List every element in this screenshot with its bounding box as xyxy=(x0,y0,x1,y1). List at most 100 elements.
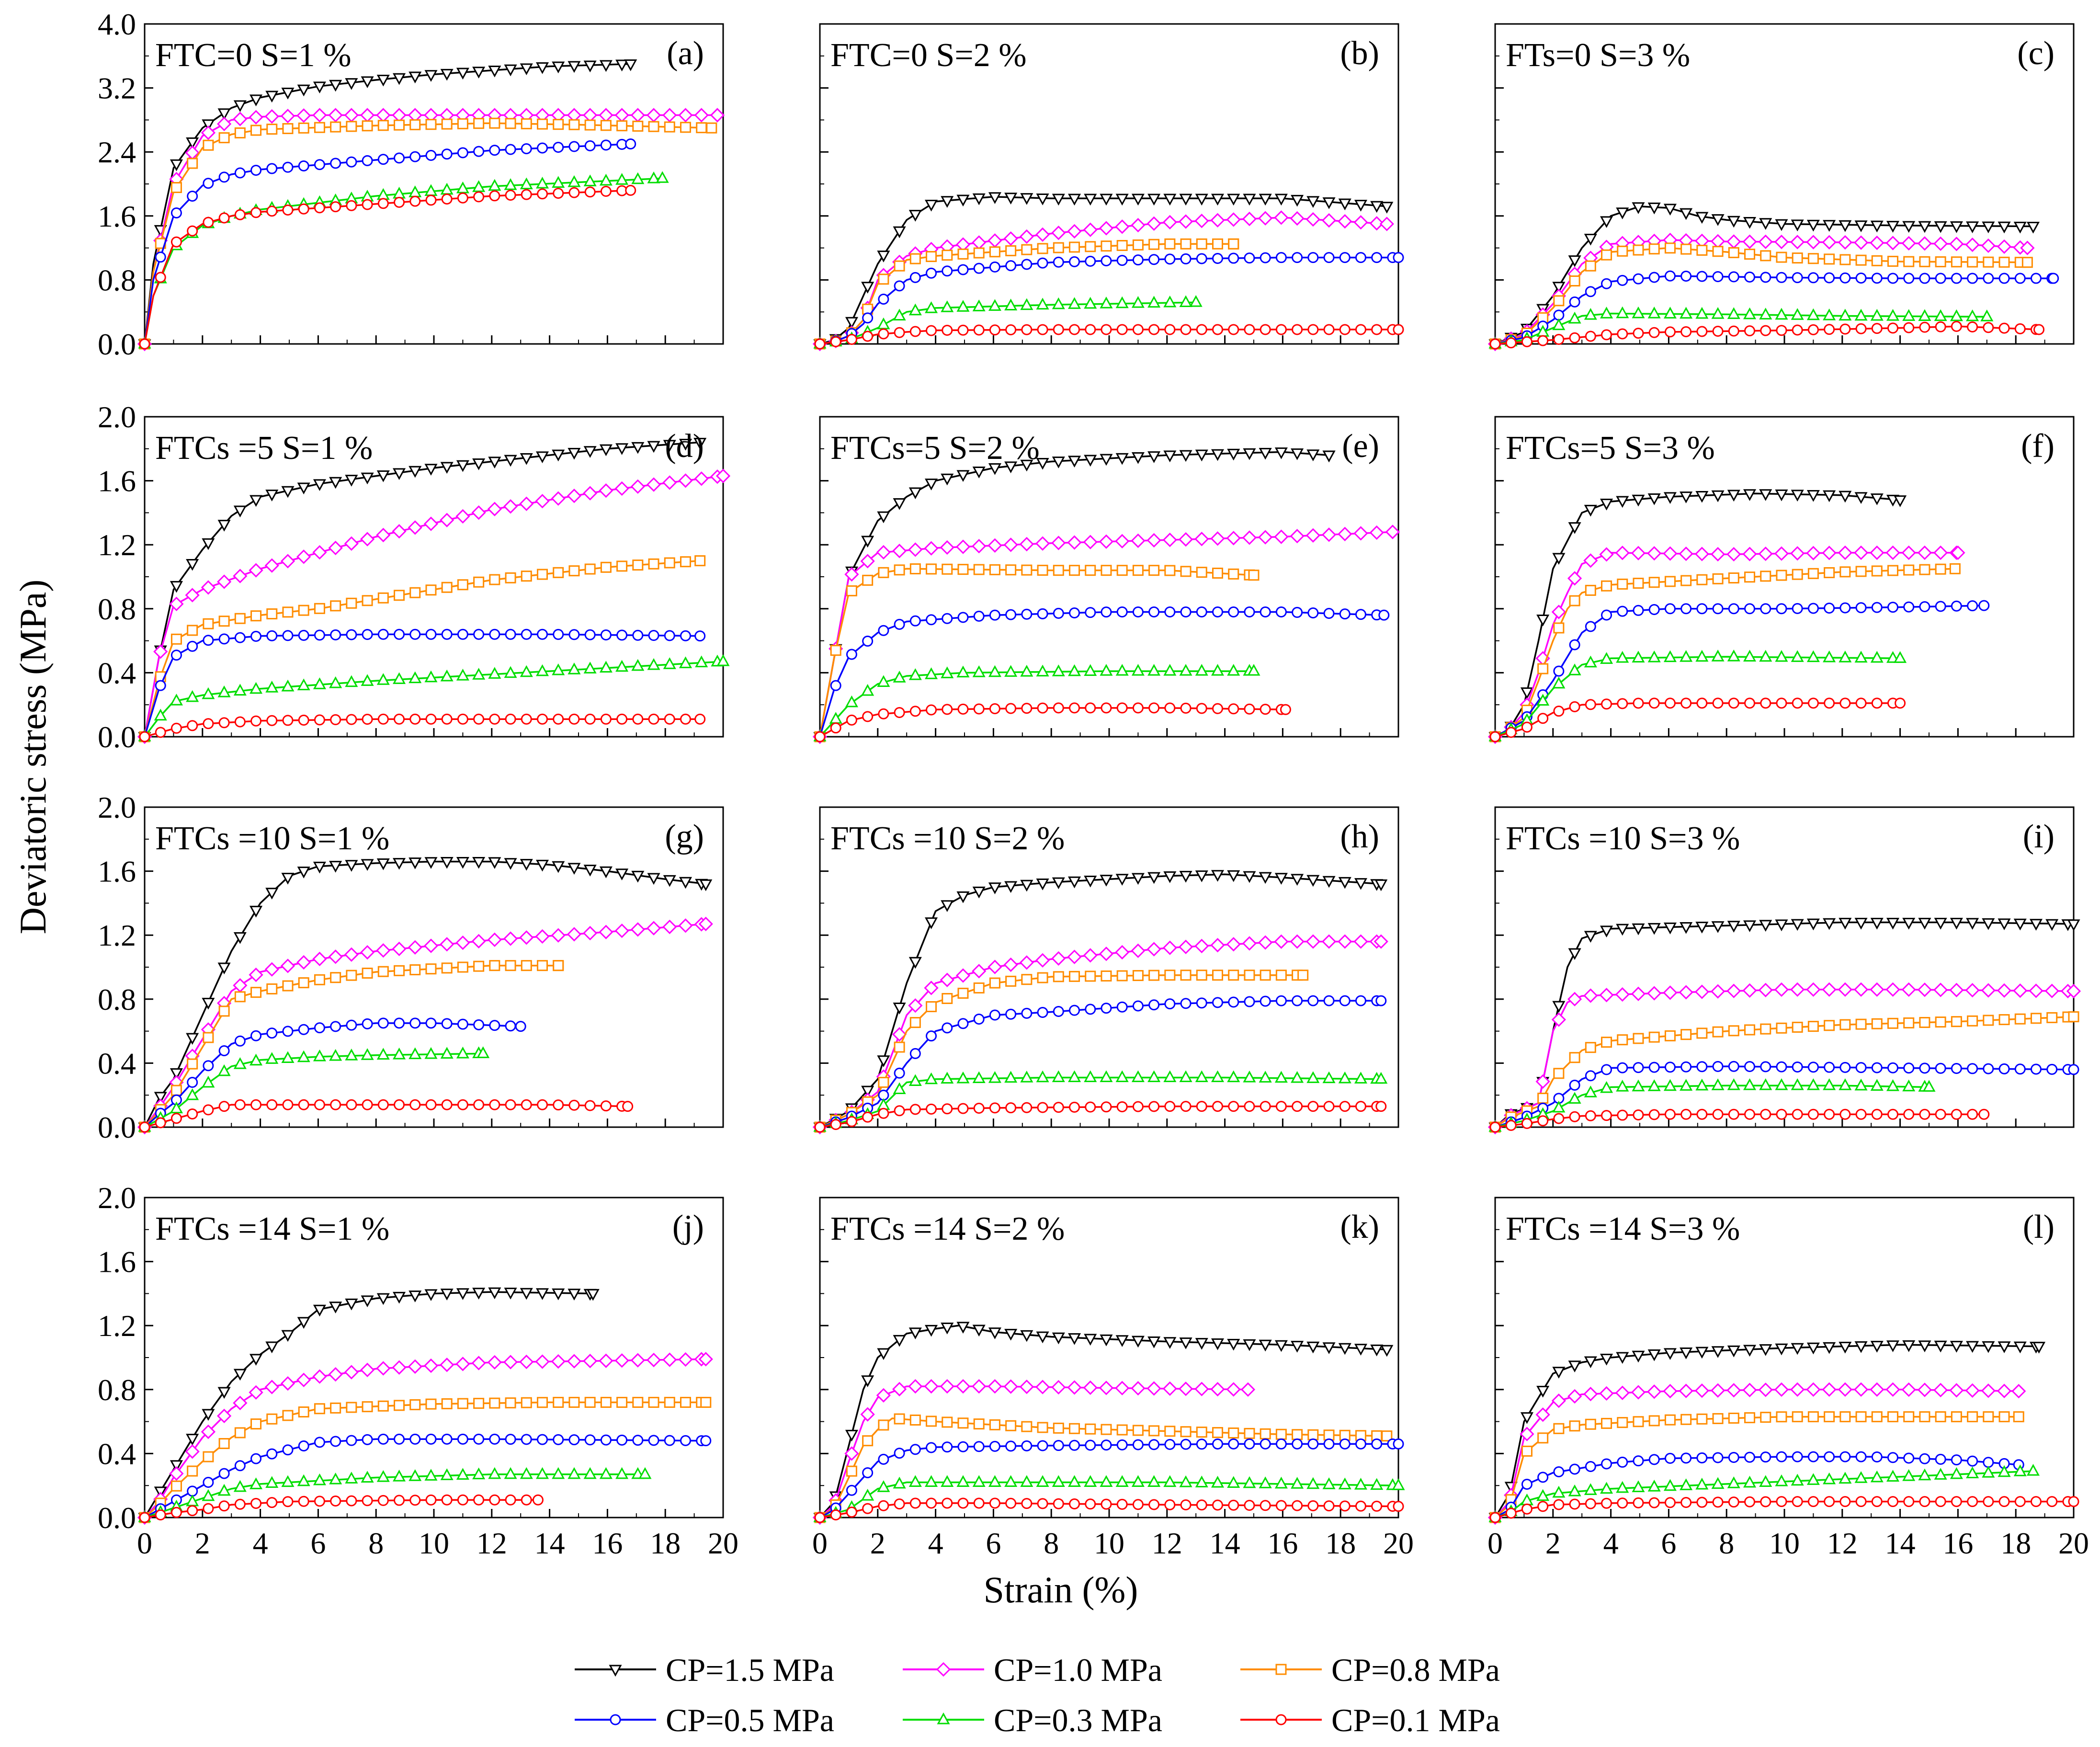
data-marker xyxy=(956,300,970,312)
data-marker xyxy=(1228,1438,1239,1450)
data-marker xyxy=(535,62,549,74)
data-marker xyxy=(170,650,182,661)
data-marker xyxy=(1585,1498,1596,1509)
data-marker xyxy=(568,1467,581,1479)
data-marker xyxy=(678,1352,693,1367)
data-marker xyxy=(940,540,954,555)
data-marker xyxy=(1664,326,1676,338)
data-marker xyxy=(1584,504,1597,517)
data-marker xyxy=(1244,1438,1255,1450)
data-marker xyxy=(1647,923,1661,935)
data-marker xyxy=(265,490,279,502)
data-marker xyxy=(1260,1101,1271,1112)
data-marker xyxy=(1743,920,1757,932)
data-marker xyxy=(908,210,922,222)
data-marker xyxy=(1760,1412,1771,1423)
data-marker xyxy=(519,1354,534,1370)
data-marker xyxy=(297,84,310,97)
data-marker xyxy=(2030,273,2042,284)
data-marker xyxy=(346,1019,357,1031)
data-marker xyxy=(457,579,468,591)
data-marker xyxy=(845,695,858,708)
data-marker xyxy=(1617,605,1628,617)
data-marker xyxy=(893,1003,906,1015)
data-marker xyxy=(972,886,986,899)
data-marker xyxy=(1895,697,1906,709)
data-marker xyxy=(1696,1496,1708,1508)
data-marker xyxy=(1790,982,1805,997)
data-marker xyxy=(1600,925,1613,937)
data-marker xyxy=(1195,1338,1208,1350)
data-marker xyxy=(1489,338,1501,350)
data-marker xyxy=(2013,1411,2024,1423)
data-marker xyxy=(1005,245,1017,256)
data-marker xyxy=(878,328,889,340)
data-marker xyxy=(1115,663,1129,676)
data-marker xyxy=(925,1072,938,1085)
data-marker xyxy=(1147,194,1161,206)
data-marker xyxy=(1918,309,1931,321)
data-marker xyxy=(266,608,278,619)
data-marker xyxy=(1759,489,1772,501)
data-marker xyxy=(1919,601,1930,612)
data-marker xyxy=(345,1049,358,1061)
data-marker xyxy=(1354,878,1368,890)
data-marker xyxy=(1338,1071,1351,1084)
data-marker xyxy=(1633,1033,1644,1044)
data-marker xyxy=(1196,253,1207,264)
data-marker xyxy=(1967,273,1978,284)
y-tick-label: 0.4 xyxy=(98,1437,136,1471)
data-marker xyxy=(1965,983,1980,998)
data-marker xyxy=(1903,1496,1915,1507)
data-marker xyxy=(472,67,486,79)
data-marker xyxy=(361,472,374,485)
data-marker xyxy=(1005,1008,1017,1020)
data-marker xyxy=(473,191,485,203)
data-marker xyxy=(456,68,469,80)
data-marker xyxy=(1583,553,1598,568)
data-marker xyxy=(1600,307,1613,319)
data-marker xyxy=(630,479,645,494)
data-marker xyxy=(1871,1411,1883,1423)
data-marker xyxy=(1536,694,1550,706)
data-marker xyxy=(1966,918,1979,930)
data-marker xyxy=(1712,603,1724,615)
data-marker xyxy=(862,711,874,722)
y-tick-label: 1.6 xyxy=(98,464,136,498)
data-marker xyxy=(844,1446,859,1461)
data-marker xyxy=(1694,547,1709,561)
data-marker xyxy=(988,882,1001,894)
data-marker xyxy=(1195,1475,1208,1488)
data-marker xyxy=(1870,220,1884,233)
data-marker xyxy=(1323,252,1335,263)
data-marker xyxy=(265,91,279,103)
data-marker xyxy=(521,628,532,640)
y-tick-label: 1.2 xyxy=(98,918,136,952)
legend-item: CP=1.0 MPa xyxy=(903,1652,1162,1688)
data-marker xyxy=(1164,238,1176,250)
data-marker xyxy=(892,1027,907,1042)
data-marker xyxy=(1355,609,1366,620)
data-marker xyxy=(583,486,598,501)
data-marker xyxy=(423,1358,439,1373)
data-marker xyxy=(893,226,906,239)
data-marker xyxy=(1131,452,1145,464)
data-marker xyxy=(1567,1389,1582,1404)
data-marker xyxy=(1584,1356,1597,1369)
data-marker xyxy=(1901,1382,1916,1397)
data-marker xyxy=(1053,1005,1064,1017)
data-marker xyxy=(861,684,874,696)
data-marker xyxy=(1680,603,1692,615)
data-marker xyxy=(1212,1438,1223,1450)
data-marker xyxy=(376,108,391,123)
data-marker xyxy=(1775,1474,1788,1486)
data-marker xyxy=(1903,256,1915,267)
series-0.8 xyxy=(814,1413,1393,1523)
data-marker xyxy=(1743,650,1757,662)
data-marker xyxy=(942,250,953,261)
data-marker xyxy=(1353,215,1368,230)
data-marker xyxy=(1680,208,1693,220)
data-marker xyxy=(1521,721,1532,733)
data-marker xyxy=(1647,1079,1661,1091)
data-marker xyxy=(537,1099,548,1110)
